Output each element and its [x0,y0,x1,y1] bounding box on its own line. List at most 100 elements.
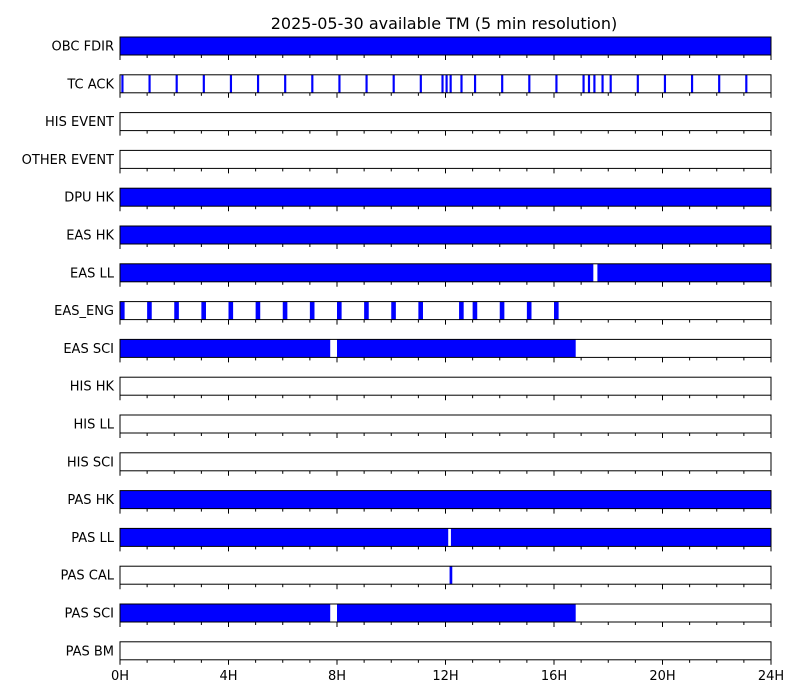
row-frame [119,452,772,472]
row-label: HIS HK [70,380,115,395]
availability-bar [587,74,591,93]
row-15: PAS SCI [65,603,772,627]
row-16: PAS BM [66,641,772,665]
availability-bar [121,74,124,93]
availability-bar [120,339,331,358]
availability-bar [148,74,151,93]
availability-bar [582,74,585,93]
row-11: HIS SCI [67,452,772,476]
availability-bar [120,188,771,207]
availability-bar [449,566,453,585]
row-frame [119,641,772,661]
availability-bar [284,74,287,93]
availability-bar [120,490,771,509]
row-frame [119,565,772,585]
row-label: PAS BM [66,644,114,659]
availability-bar [526,301,532,320]
row-frame [119,376,772,396]
availability-bar [201,301,206,320]
row-label: EAS SCI [63,342,114,357]
availability-bar [120,37,771,55]
row-0: OBC FDIR [52,36,772,60]
row-label: HIS LL [74,418,115,433]
row-label: DPU HK [64,191,114,206]
row-2: HIS EVENT [45,112,772,136]
row-label: PAS LL [71,531,115,546]
availability-bar [472,301,478,320]
availability-bar [450,528,771,547]
row-14: PAS CAL [61,565,772,590]
availability-bar [120,528,449,547]
availability-bar [445,74,448,93]
availability-bar [120,301,125,320]
availability-bar [528,74,531,93]
availability-bar [337,339,576,358]
x-tick-label: 12H [432,669,458,684]
availability-bar [338,74,341,93]
row-frame [119,149,772,169]
x-tick-label: 8H [328,669,346,684]
availability-bar [449,74,452,93]
availability-bar [609,74,612,93]
availability-bar [282,301,288,320]
availability-bar [147,301,152,320]
availability-bar [120,263,594,282]
row-1: TC ACK [66,74,772,98]
availability-bar [392,74,395,93]
row-label: EAS HK [66,229,114,244]
availability-bar [555,74,558,93]
availability-bar [364,301,369,320]
row-label: OBC FDIR [52,40,115,55]
row-label: OTHER EVENT [22,153,114,168]
chart-title: 2025-05-30 available TM (5 min resolutio… [271,14,617,33]
availability-bar [690,74,694,93]
row-frame [119,301,772,321]
row-6: EAS LL [70,263,772,287]
availability-bar [419,74,422,93]
availability-bar [120,604,331,622]
rows-layer: OBC FDIR TC ACK HIS EVENT OTHER EVENT DPU HK… [22,36,784,684]
row-frame [119,414,772,434]
x-tick-label: 20H [649,669,675,684]
availability-bar [202,74,205,93]
row-13: PAS LL [71,527,772,552]
row-label: TC ACK [66,77,114,92]
availability-bar [229,74,233,93]
availability-bar [228,301,234,320]
row-label: PAS CAL [61,569,115,584]
availability-bar [601,74,604,93]
availability-bar [441,74,444,93]
x-tick-label: 0H [111,669,129,684]
availability-bar [501,74,504,93]
x-tick-label: 4H [219,669,237,684]
availability-bar [593,74,596,93]
availability-bar [597,263,771,282]
row-7: EAS_ENG [54,301,772,325]
availability-bar [365,74,368,93]
availability-bar [337,301,342,320]
availability-bar [663,74,667,93]
availability-bar [311,74,314,93]
availability-bar [745,74,748,93]
availability-bar [554,301,559,320]
availability-bar [309,301,315,320]
availability-bar [636,74,639,93]
availability-bar [473,74,477,93]
row-8: EAS SCI [63,338,772,363]
availability-bar [175,74,178,93]
availability-bar [499,301,505,320]
row-4: DPU HK [64,187,772,212]
availability-bar [337,604,576,622]
row-label: EAS LL [70,266,115,281]
row-label: HIS EVENT [45,115,114,130]
availability-bar [460,74,463,93]
row-label: EAS_ENG [54,304,114,319]
row-3: OTHER EVENT [22,149,772,174]
row-10: HIS LL [74,414,772,438]
row-9: HIS HK [70,376,772,401]
availability-bar [174,301,179,320]
row-label: PAS SCI [65,607,114,622]
availability-bar [120,226,771,244]
